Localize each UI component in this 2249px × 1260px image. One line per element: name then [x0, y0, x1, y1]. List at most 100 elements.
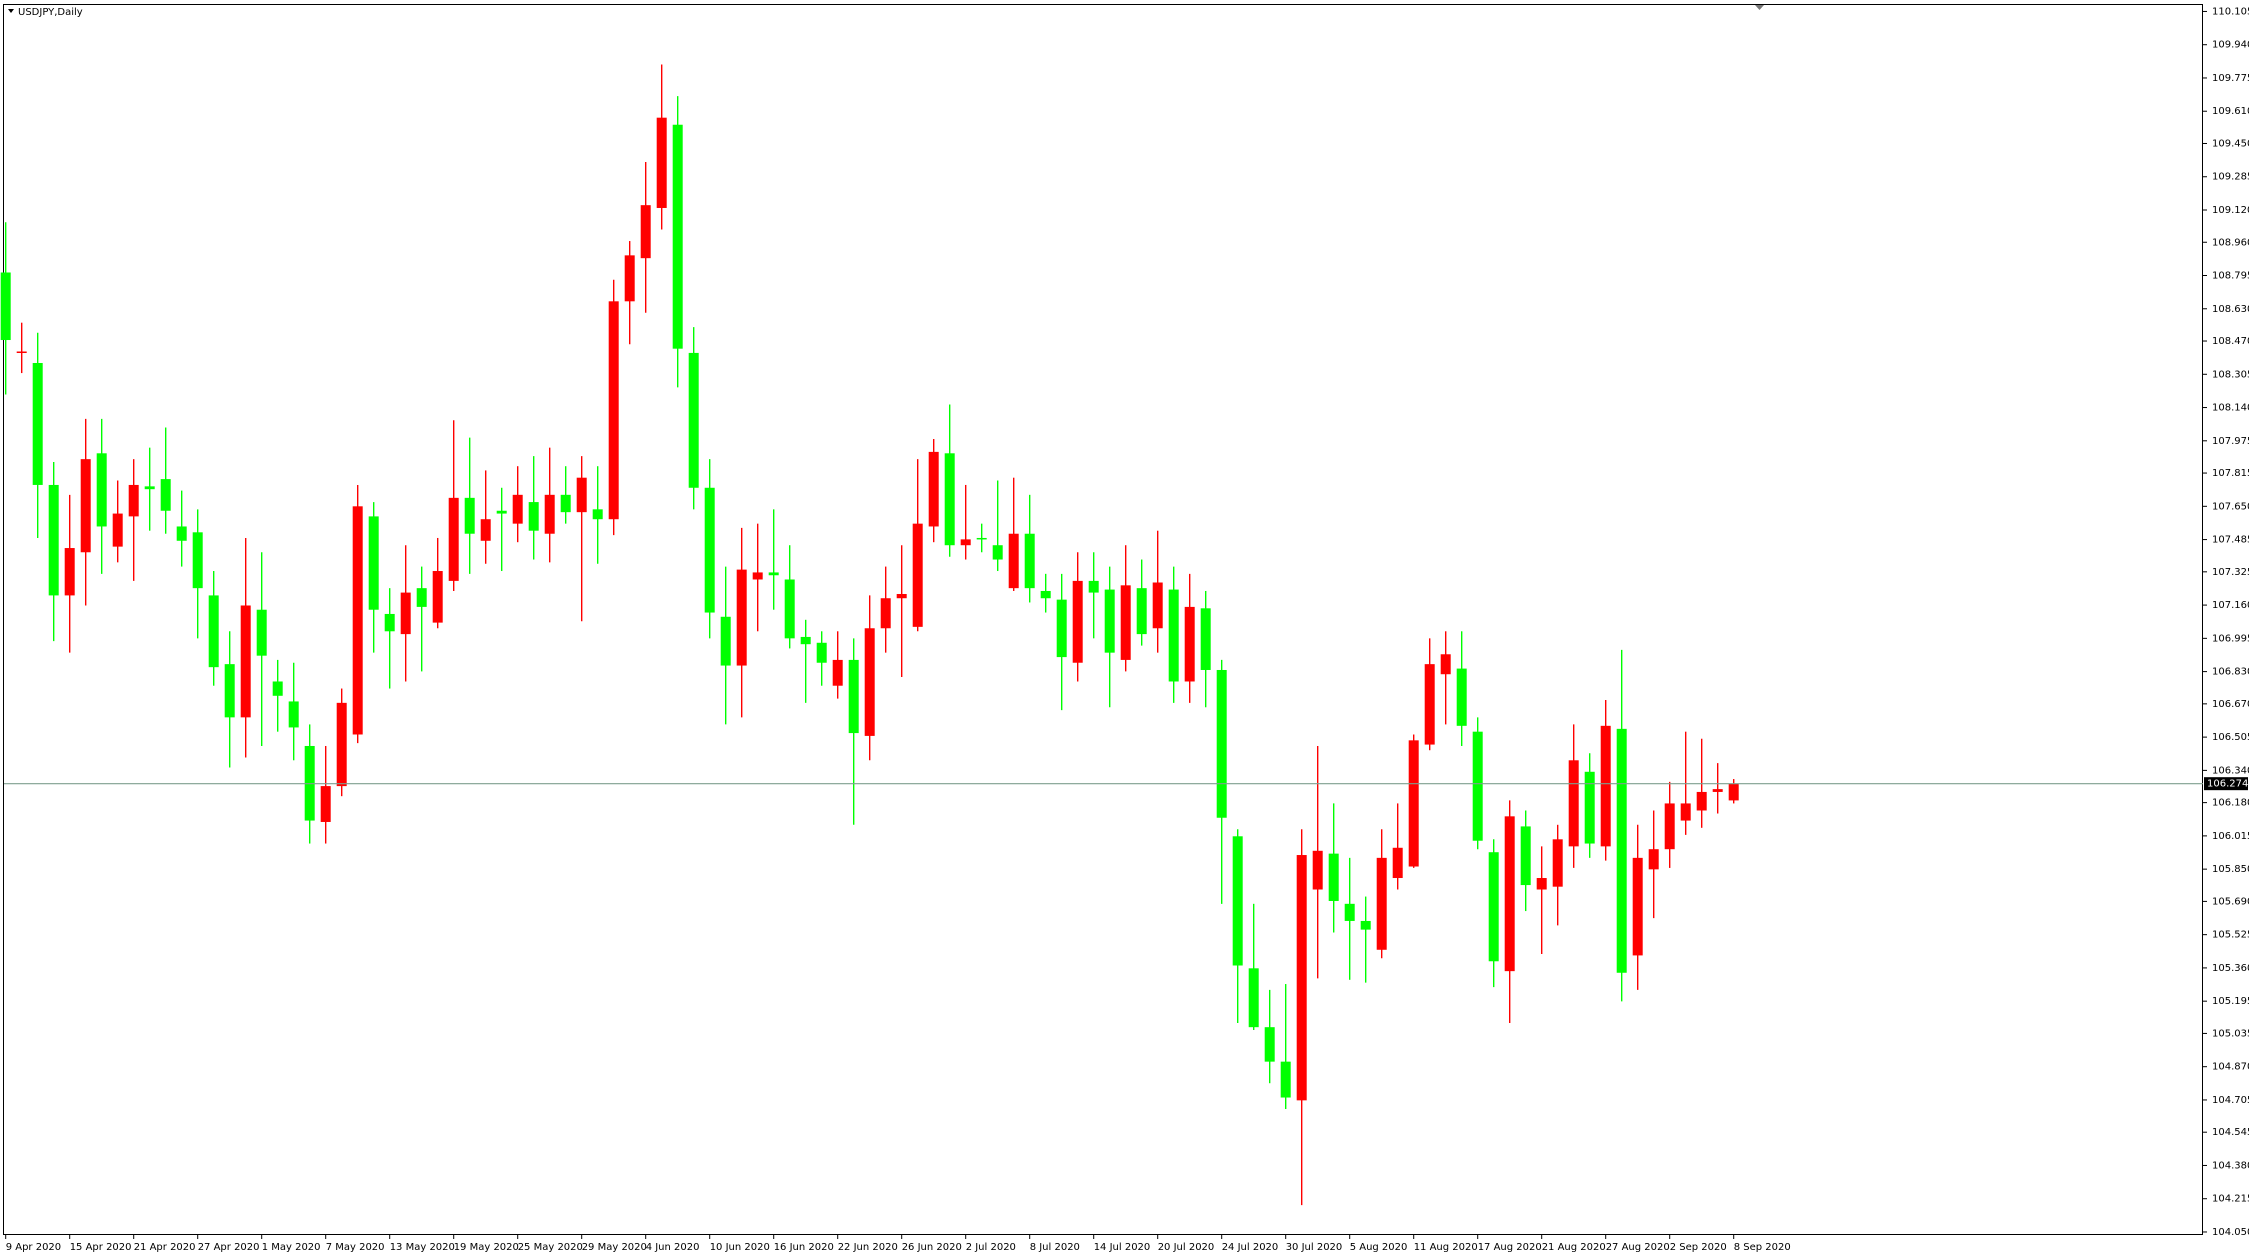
candle-body: [480, 519, 491, 541]
y-tick-label: 104.215: [2212, 1194, 2249, 1205]
candle-body: [1232, 836, 1243, 966]
candle-body: [512, 494, 523, 524]
candle-body: [832, 659, 843, 686]
candle-body: [976, 537, 987, 540]
candle-body: [880, 598, 891, 629]
candle-body: [384, 613, 395, 632]
candle-body: [1152, 582, 1163, 629]
candle-body: [752, 572, 763, 580]
x-tick-label: 16 Jun 2020: [774, 1242, 834, 1253]
candle-body: [1248, 968, 1259, 1028]
y-tick-label: 104.705: [2212, 1095, 2249, 1106]
plot-frame: [3, 4, 2203, 1235]
candle-body: [1728, 783, 1739, 801]
candle-body: [1680, 803, 1691, 821]
candle-body: [1008, 533, 1019, 589]
candle-body: [448, 497, 459, 581]
y-tick-label: 108.795: [2212, 271, 2249, 282]
y-tick-label: 109.610: [2212, 106, 2249, 117]
candle-body: [1712, 789, 1723, 792]
y-tick-label: 106.180: [2212, 798, 2249, 809]
candle-body: [1216, 669, 1227, 818]
y-tick-label: 107.975: [2212, 436, 2249, 447]
x-tick-label: 17 Aug 2020: [1478, 1242, 1542, 1253]
candle-body: [672, 124, 683, 349]
x-tick-label: 22 Jun 2020: [838, 1242, 898, 1253]
candle-body: [992, 545, 1003, 560]
x-tick-label: 19 May 2020: [454, 1242, 519, 1253]
candle-body: [1280, 1061, 1291, 1098]
candle-body: [0, 272, 11, 341]
candle-body: [320, 786, 331, 822]
candle-body: [160, 479, 171, 511]
x-tick-label: 30 Jul 2020: [1286, 1242, 1343, 1253]
candle-body: [176, 526, 187, 541]
y-tick-label: 108.630: [2212, 304, 2249, 315]
candle-body: [720, 616, 731, 666]
candle-body: [784, 579, 795, 639]
candle-body: [640, 205, 651, 259]
candle-body: [1328, 853, 1339, 901]
candle-body: [560, 494, 571, 513]
y-tick-label: 106.995: [2212, 633, 2249, 644]
menu-arrow[interactable]: [8, 9, 14, 13]
y-tick-label: 105.035: [2212, 1028, 2249, 1039]
x-tick-label: 26 Jun 2020: [902, 1242, 962, 1253]
y-tick-label: 106.670: [2212, 699, 2249, 710]
y-tick-label: 106.015: [2212, 831, 2249, 842]
y-tick-label: 104.380: [2212, 1160, 2249, 1171]
y-tick-label: 107.650: [2212, 501, 2249, 512]
y-tick-label: 105.850: [2212, 864, 2249, 875]
y-tick-label: 105.195: [2212, 996, 2249, 1007]
candle-body: [80, 459, 91, 553]
candle-body: [912, 523, 923, 627]
x-tick-label: 27 Aug 2020: [1606, 1242, 1670, 1253]
candle-body: [816, 642, 827, 663]
y-tick-label: 109.450: [2212, 138, 2249, 149]
x-tick-label: 13 May 2020: [390, 1242, 455, 1253]
candle-body: [1440, 654, 1451, 675]
candle-body: [336, 702, 347, 787]
x-tick-label: 27 Apr 2020: [198, 1242, 260, 1253]
x-tick-label: 21 Apr 2020: [134, 1242, 196, 1253]
candle-body: [1104, 589, 1115, 653]
candle-body: [256, 609, 267, 656]
y-tick-label: 106.340: [2212, 765, 2249, 776]
y-tick-label: 109.940: [2212, 40, 2249, 51]
y-tick-label: 104.545: [2212, 1127, 2249, 1138]
y-tick-label: 105.690: [2212, 896, 2249, 907]
candle-body: [1376, 857, 1387, 950]
candle-body: [1456, 668, 1467, 726]
y-tick-label: 110.105: [2212, 6, 2249, 17]
candle-body: [1040, 590, 1051, 599]
candle-body: [432, 571, 443, 623]
y-tick-label: 108.470: [2212, 336, 2249, 347]
x-tick-label: 2 Sep 2020: [1670, 1242, 1727, 1253]
candle-body: [1296, 855, 1307, 1101]
candle-body: [1536, 878, 1547, 890]
candle-body: [1488, 852, 1499, 962]
candle-body: [464, 497, 475, 534]
candle-body: [128, 484, 139, 517]
candle-body: [1696, 791, 1707, 811]
candle-body: [960, 539, 971, 546]
candle-body: [1472, 731, 1483, 841]
candle-body: [1392, 847, 1403, 879]
x-tick-label: 9 Apr 2020: [6, 1242, 61, 1253]
x-tick-label: 14 Jul 2020: [1094, 1242, 1151, 1253]
y-tick-label: 106.505: [2212, 732, 2249, 743]
y-tick-label: 107.815: [2212, 468, 2249, 479]
x-tick-label: 20 Jul 2020: [1158, 1242, 1215, 1253]
candle-body: [800, 636, 811, 645]
shift-marker[interactable]: [1755, 5, 1764, 10]
x-tick-label: 5 Aug 2020: [1350, 1242, 1408, 1253]
candle-body: [1632, 857, 1643, 956]
candle-body: [64, 548, 75, 596]
y-tick-label: 108.960: [2212, 237, 2249, 248]
candle-body: [1120, 585, 1131, 660]
y-tick-label: 109.775: [2212, 73, 2249, 84]
y-tick-label: 105.525: [2212, 930, 2249, 941]
candle-body: [224, 664, 235, 718]
candle-body: [496, 510, 507, 514]
